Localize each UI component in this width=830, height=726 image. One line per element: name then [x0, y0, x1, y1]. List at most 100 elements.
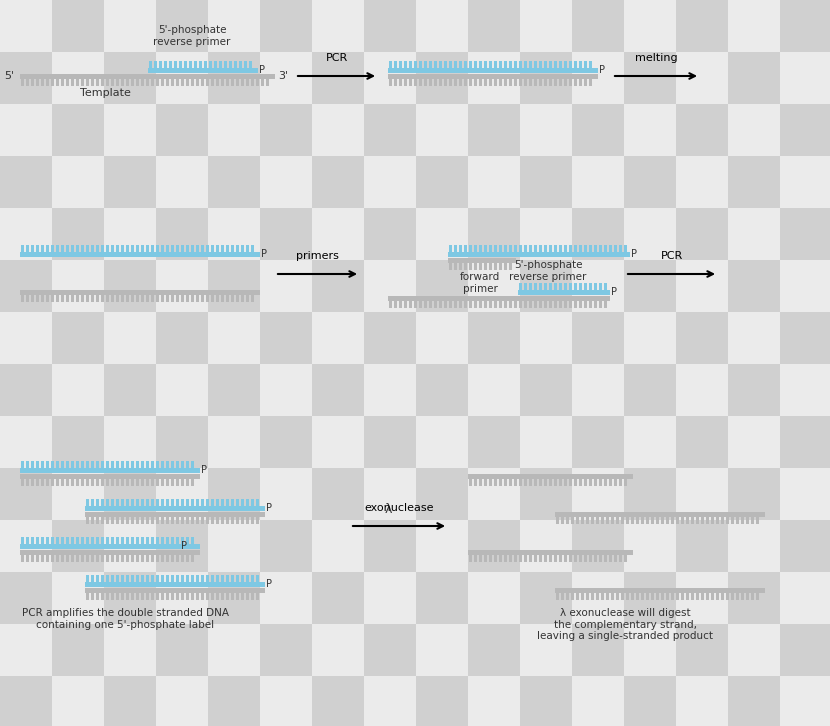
Bar — [596, 593, 599, 600]
Bar — [544, 555, 547, 562]
Bar — [229, 61, 232, 68]
Bar — [596, 517, 599, 524]
Bar — [111, 499, 114, 506]
Bar — [186, 479, 189, 486]
Bar — [566, 517, 569, 524]
Bar — [26, 79, 29, 86]
Bar — [468, 550, 633, 555]
Bar — [136, 517, 139, 524]
Bar — [539, 301, 542, 308]
Text: P: P — [611, 287, 617, 297]
Bar — [26, 295, 29, 302]
Bar — [474, 301, 477, 308]
Bar — [671, 517, 674, 524]
Bar — [636, 593, 639, 600]
Bar — [171, 555, 174, 562]
Bar — [181, 499, 184, 506]
Bar — [52, 52, 104, 104]
Bar — [46, 79, 49, 86]
Bar — [0, 520, 52, 572]
Bar — [91, 575, 94, 582]
Bar — [416, 520, 468, 572]
Bar — [741, 517, 744, 524]
Bar — [194, 61, 197, 68]
Bar — [126, 499, 129, 506]
Bar — [621, 593, 624, 600]
Bar — [449, 79, 452, 86]
Bar — [208, 104, 260, 156]
Bar — [529, 61, 532, 68]
Bar — [676, 260, 728, 312]
Bar — [164, 61, 167, 68]
Bar — [520, 572, 572, 624]
Bar — [208, 364, 260, 416]
Bar — [696, 517, 699, 524]
Bar — [468, 572, 520, 624]
Bar — [364, 156, 416, 208]
Bar — [579, 61, 582, 68]
Bar — [721, 593, 724, 600]
Bar — [191, 461, 194, 468]
Bar — [46, 245, 49, 252]
Bar — [469, 301, 472, 308]
Bar — [499, 245, 502, 252]
Bar — [364, 208, 416, 260]
Bar — [176, 555, 179, 562]
Bar — [549, 79, 552, 86]
Bar — [468, 156, 520, 208]
Bar — [312, 312, 364, 364]
Bar — [156, 479, 159, 486]
Bar — [555, 512, 765, 517]
Bar — [166, 245, 169, 252]
Bar — [520, 416, 572, 468]
Bar — [0, 468, 52, 520]
Bar — [51, 245, 54, 252]
Bar — [236, 517, 239, 524]
Bar — [611, 517, 614, 524]
Bar — [696, 593, 699, 600]
Bar — [468, 676, 520, 726]
Bar — [131, 479, 134, 486]
Bar — [439, 79, 442, 86]
Bar — [71, 555, 74, 562]
Bar — [474, 479, 477, 486]
Bar — [619, 479, 622, 486]
Bar — [176, 245, 179, 252]
Bar — [52, 260, 104, 312]
Bar — [196, 499, 199, 506]
Bar — [208, 468, 260, 520]
Bar — [586, 593, 589, 600]
Bar — [146, 479, 149, 486]
Bar — [81, 555, 84, 562]
Bar — [161, 245, 164, 252]
Bar — [419, 301, 422, 308]
Bar — [251, 499, 254, 506]
Bar — [76, 245, 79, 252]
Bar — [204, 61, 207, 68]
Bar — [231, 79, 234, 86]
Bar — [176, 537, 179, 544]
Bar — [156, 208, 208, 260]
Bar — [156, 295, 159, 302]
Bar — [564, 61, 567, 68]
Bar — [231, 245, 234, 252]
Bar — [429, 79, 432, 86]
Bar — [261, 79, 264, 86]
Bar — [469, 479, 472, 486]
Bar — [728, 364, 780, 416]
Bar — [111, 575, 114, 582]
Bar — [572, 312, 624, 364]
Bar — [166, 479, 169, 486]
Bar — [156, 537, 159, 544]
Bar — [509, 79, 512, 86]
Bar — [260, 468, 312, 520]
Bar — [196, 517, 199, 524]
Bar — [534, 245, 537, 252]
Bar — [711, 517, 714, 524]
Bar — [136, 245, 139, 252]
Bar — [0, 52, 52, 104]
Bar — [71, 479, 74, 486]
Bar — [61, 537, 64, 544]
Bar — [156, 312, 208, 364]
Bar — [728, 312, 780, 364]
